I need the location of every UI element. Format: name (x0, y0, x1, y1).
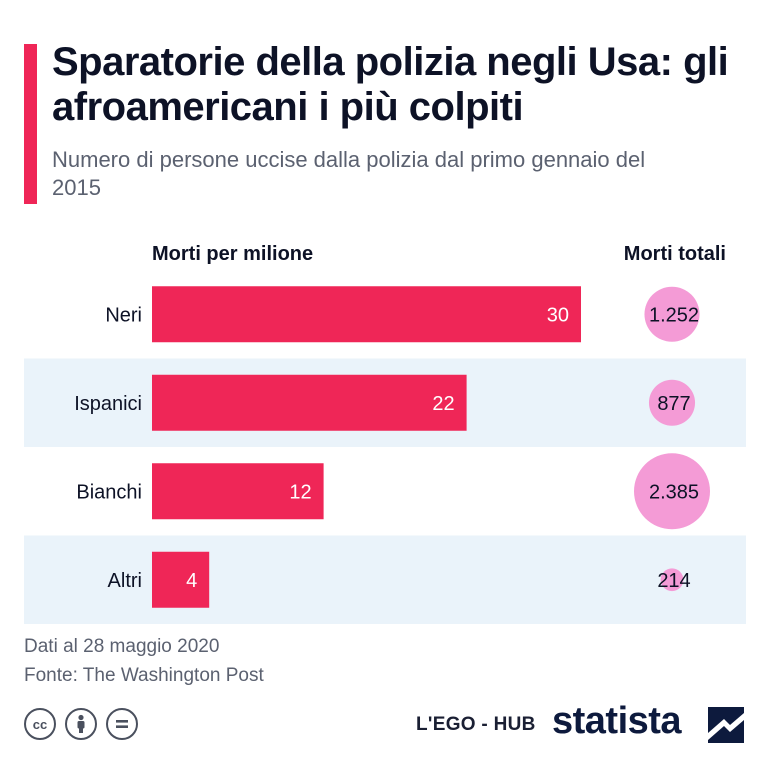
bar-value-label: 12 (289, 481, 311, 503)
category-label: Altri (108, 570, 142, 592)
no-derivatives-icon[interactable] (106, 708, 138, 740)
bubble (634, 453, 710, 530)
bar-value-label: 22 (432, 393, 454, 415)
bars-column-header: Morti per milione (152, 243, 314, 265)
license-icons: cc (24, 708, 138, 740)
title-accent-bar (24, 44, 37, 204)
category-label: Ispanici (74, 393, 142, 415)
category-label: Bianchi (76, 481, 142, 503)
bubble (660, 568, 684, 592)
attribution-icon[interactable] (65, 708, 97, 740)
cc-icon[interactable]: cc (24, 708, 56, 740)
bar (152, 286, 581, 343)
statista-mark-icon (708, 707, 744, 743)
statista-logo[interactable]: statista (552, 700, 682, 742)
bar (152, 463, 324, 520)
bubble-value-label: 1.252 (649, 304, 699, 326)
chart-subtitle: Numero di persone uccise dalla polizia d… (52, 147, 646, 200)
bubbles-column-header: Morti totali (623, 243, 726, 265)
data-date-note: Dati al 28 maggio 2020 (24, 636, 220, 657)
bar-value-label: 4 (186, 570, 197, 592)
bubble (648, 379, 696, 426)
footer-notes: Dati al 28 maggio 2020 Fonte: The Washin… (24, 632, 264, 690)
bubble-value-label: 877 (657, 393, 690, 415)
bar-value-label: 30 (547, 304, 569, 326)
bubble (644, 286, 700, 342)
chart-title: Sparatorie della polizia negli Usa: gli … (52, 40, 729, 129)
category-label: Neri (105, 304, 142, 326)
bar (152, 374, 467, 431)
source-note: Fonte: The Washington Post (24, 665, 264, 686)
bubble-value-label: 214 (657, 570, 690, 592)
bar (152, 551, 210, 608)
partner-logo: L'EGO - HUB (416, 714, 536, 735)
bubble-value-label: 2.385 (649, 481, 699, 503)
row-band (24, 535, 746, 624)
